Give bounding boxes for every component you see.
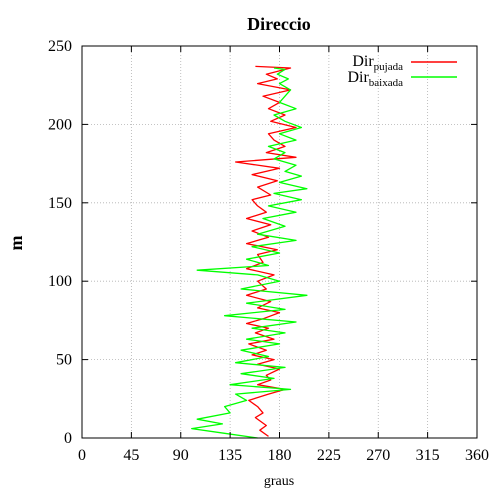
y-tick-label: 100 bbox=[48, 273, 72, 290]
legend-main-baixada: Dir bbox=[347, 69, 369, 86]
chart-title: Direccio bbox=[247, 14, 311, 34]
y-tick-label: 50 bbox=[56, 352, 72, 369]
x-tick-label: 225 bbox=[317, 447, 341, 464]
y-tick-label: 0 bbox=[64, 430, 72, 447]
x-tick-label: 45 bbox=[123, 447, 139, 464]
x-axis-label: graus bbox=[264, 474, 294, 489]
legend: Dirpujada Dirbaixada bbox=[347, 53, 457, 89]
x-tick-label: 0 bbox=[78, 447, 86, 464]
x-tick-label: 360 bbox=[465, 447, 489, 464]
y-axis-label: m bbox=[6, 236, 26, 251]
y-tick-label: 200 bbox=[48, 116, 72, 133]
x-tick-label: 180 bbox=[268, 447, 292, 464]
legend-label-baixada: Dirbaixada bbox=[347, 69, 403, 89]
x-tick-label: 90 bbox=[173, 447, 189, 464]
legend-entry-baixada: Dirbaixada bbox=[347, 69, 457, 89]
legend-entry-pujada: Dirpujada bbox=[352, 53, 457, 73]
y-tick-label: 150 bbox=[48, 195, 72, 212]
x-tick-label: 270 bbox=[366, 447, 390, 464]
legend-label-pujada: Dirpujada bbox=[352, 53, 403, 73]
y-tick-label: 250 bbox=[48, 38, 72, 55]
grid bbox=[82, 46, 477, 438]
series-layer bbox=[191, 65, 308, 439]
legend-sub-pujada: pujada bbox=[374, 61, 403, 73]
legend-sub-baixada: baixada bbox=[369, 77, 403, 89]
ticks: 0 45 90 135 180 225 270 315 360 0 50 100 150 200 250 bbox=[48, 38, 489, 464]
x-tick-label: 135 bbox=[218, 447, 242, 464]
x-tick-label: 315 bbox=[416, 447, 440, 464]
series-line-baixada bbox=[191, 67, 308, 439]
legend-main-pujada: Dir bbox=[352, 53, 374, 70]
